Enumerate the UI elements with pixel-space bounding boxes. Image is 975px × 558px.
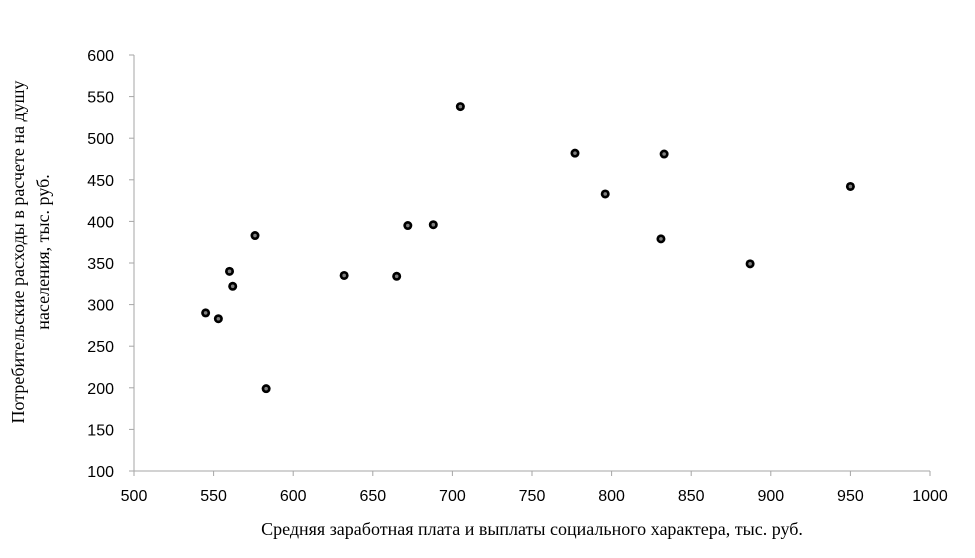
y-tick-label: 600 <box>87 48 114 65</box>
x-tick-label: 500 <box>121 488 148 505</box>
y-tick-label: 100 <box>87 464 114 481</box>
y-tick-label: 550 <box>87 90 114 107</box>
x-tick-label: 900 <box>757 488 784 505</box>
y-axis-title-line-1: Потребительские расходы в расчете на душ… <box>8 81 28 424</box>
data-point <box>261 384 271 394</box>
data-point <box>659 149 669 159</box>
y-tick-label: 150 <box>87 422 114 439</box>
y-tick-label: 250 <box>87 339 114 356</box>
data-point <box>845 181 855 191</box>
data-point <box>570 148 580 158</box>
y-tick-label: 450 <box>87 173 114 190</box>
data-points <box>201 102 855 394</box>
y-tick-label: 500 <box>87 131 114 148</box>
x-tick-label: 850 <box>678 488 705 505</box>
x-tick-label: 1000 <box>912 488 948 505</box>
data-point <box>600 189 610 199</box>
x-tick-label: 650 <box>359 488 386 505</box>
data-point <box>745 259 755 269</box>
y-axis-title: Потребительские расходы в расчете на душ… <box>8 81 53 424</box>
x-tick-label: 600 <box>280 488 307 505</box>
data-point <box>392 271 402 281</box>
y-tick-label: 400 <box>87 214 114 231</box>
x-tick-label: 700 <box>439 488 466 505</box>
y-axis-ticks: 100 150 200 250 300 350 400 450 500 550 600 <box>87 48 134 481</box>
data-point <box>228 281 238 291</box>
data-point <box>201 308 211 318</box>
data-point <box>428 220 438 230</box>
x-tick-label: 550 <box>200 488 227 505</box>
y-tick-label: 200 <box>87 381 114 398</box>
x-tick-label: 800 <box>598 488 625 505</box>
x-tick-label: 750 <box>519 488 546 505</box>
y-tick-label: 350 <box>87 256 114 273</box>
data-point <box>339 270 349 280</box>
data-point <box>656 234 666 244</box>
data-point <box>250 231 260 241</box>
x-axis-ticks: 500 550 600 650 700 750 800 850 900 950 1000 <box>121 471 948 505</box>
axes <box>133 55 930 472</box>
x-axis-title: Средняя заработная плата и выплаты социа… <box>261 519 803 539</box>
data-point <box>213 314 223 324</box>
data-point <box>403 221 413 231</box>
data-point <box>225 266 235 276</box>
y-tick-label: 300 <box>87 298 114 315</box>
x-tick-label: 950 <box>837 488 864 505</box>
data-point <box>455 102 465 112</box>
y-axis-title-line-2: населения, тыс. руб. <box>33 174 53 329</box>
